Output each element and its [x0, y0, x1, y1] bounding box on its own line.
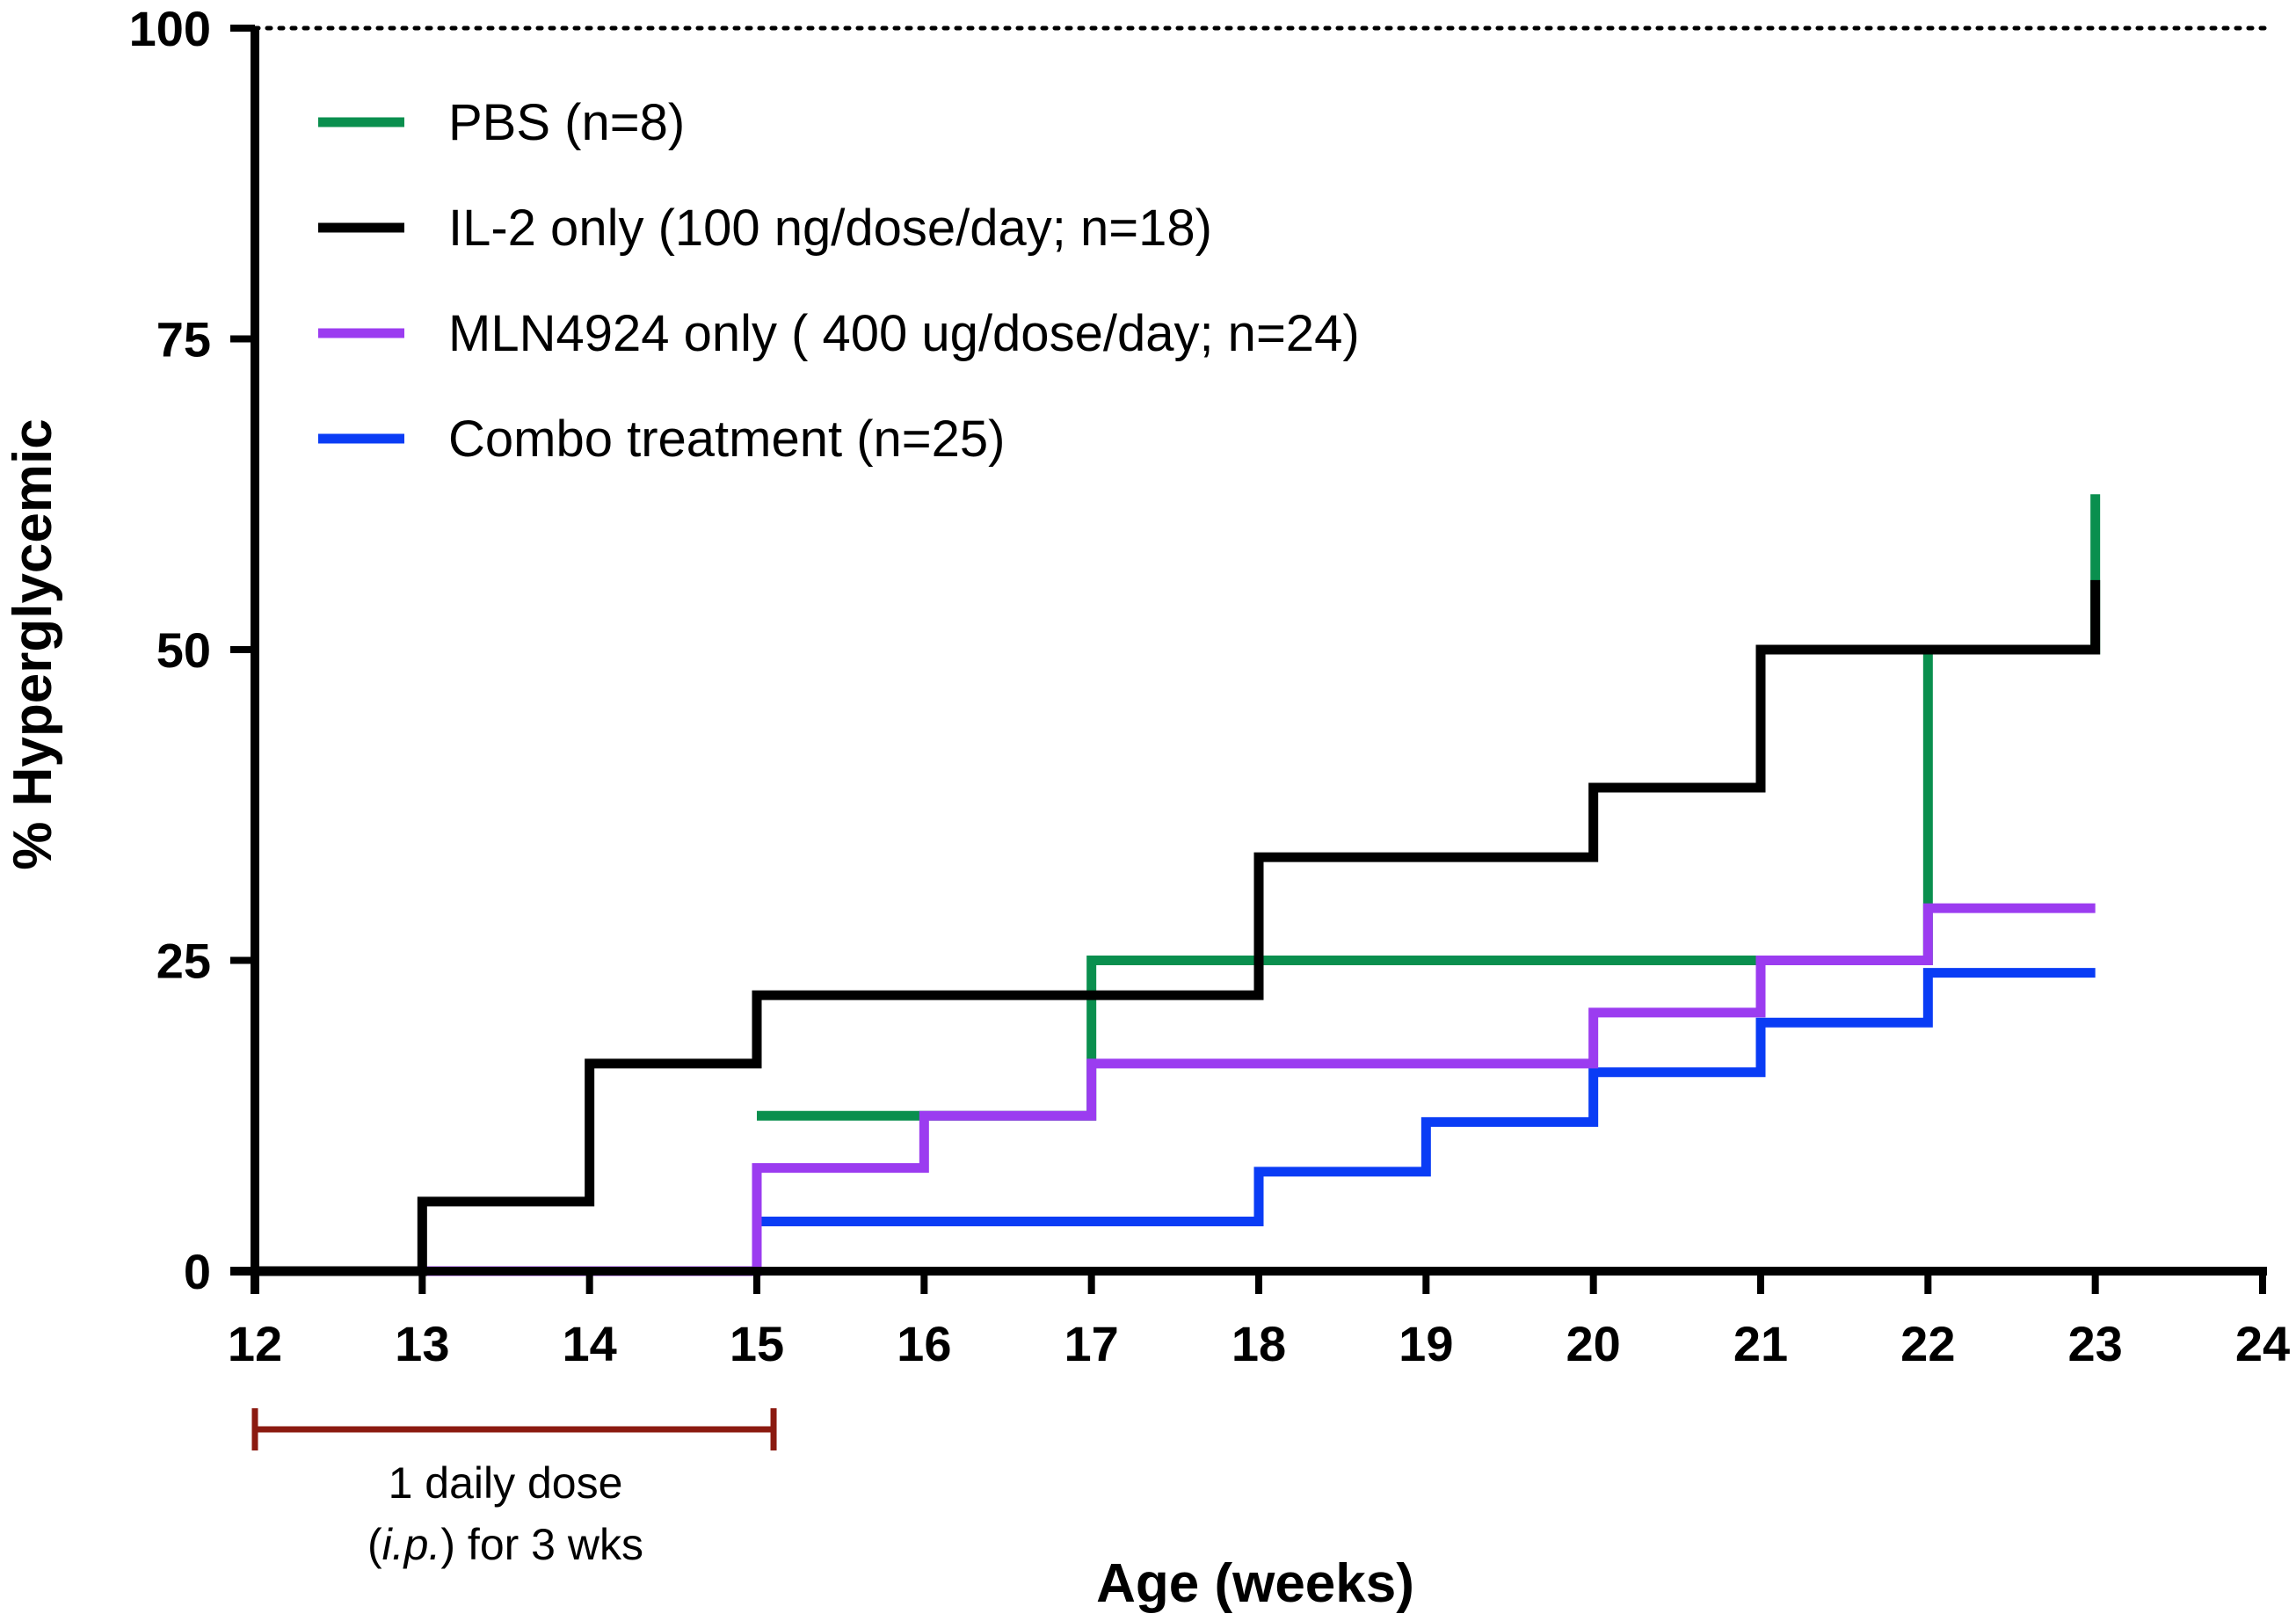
x-tick-label: 12 — [228, 1316, 282, 1371]
axes-layer: 0 25 50 75 100 12 13 14 15 16 17 18 19 20 21 22 23 24 — [129, 1, 2291, 1371]
x-tick-label: 18 — [1232, 1316, 1286, 1371]
x-tick-label: 14 — [563, 1316, 617, 1371]
x-tick-label: 24 — [2235, 1316, 2290, 1371]
series-line-combo — [757, 968, 2096, 1226]
x-tick-label: 15 — [730, 1316, 784, 1371]
y-tick-label: 100 — [129, 1, 211, 56]
y-tick-label: 75 — [156, 312, 211, 367]
dosing-annotation: 1 daily dose (i.p.) for 3 wks — [251, 1408, 777, 1569]
x-tick-label: 19 — [1399, 1316, 1453, 1371]
dosing-annotation-line1: 1 daily dose — [389, 1458, 623, 1508]
y-tick-label: 50 — [156, 622, 211, 678]
x-tick-label: 16 — [897, 1316, 951, 1371]
series-layer — [255, 494, 2101, 1276]
x-tick-label: 13 — [395, 1316, 449, 1371]
x-tick-label: 21 — [1733, 1316, 1788, 1371]
x-tick-label: 17 — [1064, 1316, 1119, 1371]
legend-label: MLN4924 only ( 400 ug/dose/day; n=24) — [448, 305, 1360, 362]
x-tick-label: 23 — [2068, 1316, 2123, 1371]
y-axis-title: % Hyperglycemic — [3, 418, 63, 869]
legend-label: IL-2 only (100 ng/dose/day; n=18) — [448, 200, 1212, 257]
x-axis-title: Age (weeks) — [1096, 1553, 1414, 1614]
legend: PBS (n=8) IL-2 only (100 ng/dose/day; n=1… — [318, 94, 1360, 468]
series-line-il2 — [255, 579, 2101, 1276]
y-tick-label: 25 — [156, 934, 211, 989]
dosing-duration: for 3 wks — [455, 1520, 643, 1569]
y-tick-label: 0 — [184, 1244, 211, 1299]
x-tick-label: 22 — [1900, 1316, 1955, 1371]
x-tick-label: 20 — [1566, 1316, 1621, 1371]
dosing-route-italic: i.p. — [382, 1520, 441, 1569]
series-line-mln4924 — [422, 903, 2096, 1276]
legend-label: PBS (n=8) — [448, 94, 685, 151]
legend-label: Combo treatment (n=25) — [448, 411, 1005, 468]
dosing-annotation-line2: (i.p.) for 3 wks — [367, 1520, 643, 1569]
